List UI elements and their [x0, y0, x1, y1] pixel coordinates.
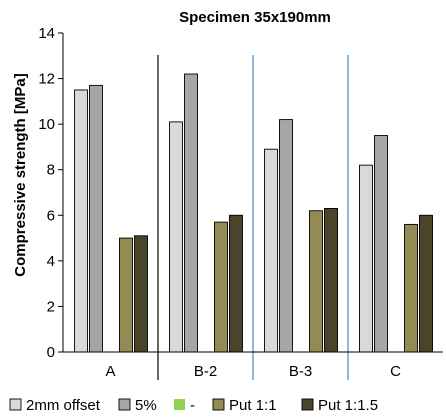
bar — [419, 214, 433, 353]
bar — [309, 210, 323, 353]
legend-swatch — [9, 398, 22, 411]
y-ticks: 0 2 4 6 8 10 12 14 — [38, 25, 63, 361]
bar — [134, 235, 148, 353]
bar — [404, 223, 418, 353]
legend-label: 2mm offset — [26, 397, 101, 414]
legend-label: Put 1:1 — [229, 397, 277, 414]
legend-label: 5% — [135, 397, 157, 414]
bar — [374, 135, 388, 353]
y-tick-label: 10 — [38, 116, 55, 133]
bar — [214, 221, 228, 353]
category-separators — [157, 55, 349, 380]
y-tick-label: 4 — [47, 253, 55, 270]
y-tick-label: 14 — [38, 25, 55, 42]
bar — [359, 164, 373, 353]
y-tick-label: 2 — [47, 298, 55, 315]
bar — [119, 237, 133, 353]
bar — [279, 119, 293, 353]
x-category-label: A — [105, 363, 115, 380]
legend-label: Put 1:1.5 — [318, 397, 378, 414]
x-category-label: B-3 — [289, 363, 312, 380]
bar — [89, 84, 103, 353]
bar — [264, 148, 278, 353]
bar — [74, 89, 88, 353]
legend-swatch — [118, 398, 131, 411]
x-category-label: B-2 — [194, 363, 217, 380]
bar — [324, 207, 338, 353]
chart-title: Specimen 35x190mm — [179, 9, 331, 26]
bars — [74, 73, 433, 353]
legend-swatch — [212, 398, 225, 411]
category-labels: A B-2 B-3 C — [105, 363, 401, 380]
legend: 2mm offset 5% - Put 1:1 Put 1:1.5 — [9, 397, 378, 414]
legend-swatch — [301, 398, 314, 411]
y-axis-label: Compressive strength [MPa] — [12, 73, 29, 276]
bar — [169, 121, 183, 353]
legend-label: - — [190, 397, 195, 414]
x-category-label: C — [390, 363, 401, 380]
y-tick-label: 12 — [38, 71, 55, 88]
y-tick-label: 0 — [47, 344, 55, 361]
bar — [229, 214, 243, 353]
axes — [62, 33, 443, 353]
bar — [184, 73, 198, 353]
y-tick-label: 8 — [47, 162, 55, 179]
y-tick-label: 6 — [47, 207, 55, 224]
legend-swatch — [174, 399, 185, 410]
